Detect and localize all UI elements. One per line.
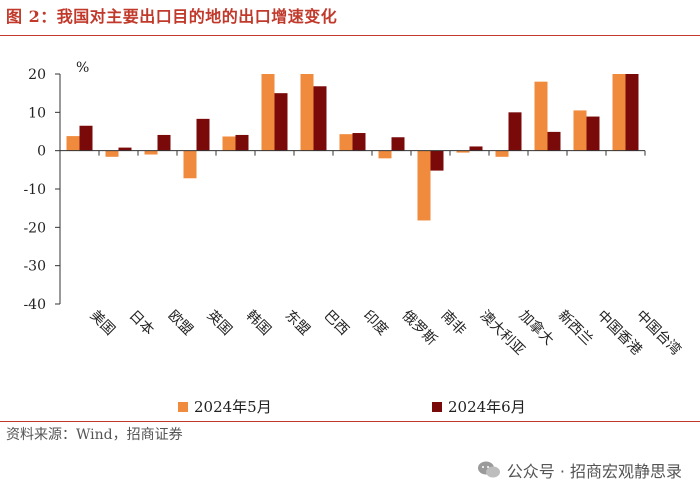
- bar-may-新西兰: [534, 81, 548, 151]
- category-label: 新西兰: [555, 308, 596, 349]
- bar-june-韩国: [235, 134, 249, 151]
- footer-divider: [0, 421, 700, 422]
- bar-june-俄罗斯: [391, 137, 405, 151]
- bar-june-印度: [352, 133, 366, 151]
- legend-label-may: 2024年5月: [194, 398, 272, 416]
- bar-may-巴西: [300, 74, 314, 151]
- y-tick-label: 10: [28, 105, 46, 121]
- y-tick-label: -40: [23, 297, 46, 313]
- bar-may-中国台湾: [612, 74, 626, 151]
- title-divider: [0, 35, 700, 36]
- y-tick-label: -10: [23, 182, 46, 198]
- source-note: 资料来源：Wind，招商证券: [6, 427, 183, 443]
- bar-june-南非: [430, 150, 444, 171]
- category-label: 英国: [204, 307, 236, 339]
- category-label: 欧盟: [165, 308, 196, 339]
- bar-may-英国: [183, 150, 197, 179]
- category-label: 美国: [87, 308, 118, 339]
- bar-chart: 20100-10-20-30-40%美国 日本 欧盟 英国 韩国 东盟 巴西 印度 俄罗斯南非澳…: [23, 60, 684, 358]
- y-tick-label: 0: [37, 144, 46, 160]
- bar-june-澳大利亚: [469, 146, 483, 151]
- bar-may-俄罗斯: [378, 150, 392, 159]
- bar-may-日本: [105, 150, 119, 157]
- y-tick-label: -30: [23, 259, 46, 275]
- chart-title: 图 2：我国对主要出口目的地的出口增速变化: [6, 7, 338, 26]
- category-label: 韩国: [243, 308, 274, 339]
- bar-may-欧盟: [144, 150, 158, 155]
- legend-swatch-june: [432, 401, 442, 412]
- y-tick-label: 20: [28, 67, 46, 83]
- bar-may-南非: [417, 150, 431, 221]
- category-label: 印度: [360, 308, 391, 339]
- bar-may-加拿大: [495, 150, 509, 157]
- bar-may-中国香港: [573, 110, 587, 151]
- bar-june-东盟: [274, 93, 288, 151]
- bar-june-欧盟: [157, 134, 171, 151]
- legend-swatch-may: [178, 401, 188, 412]
- watermark-text: 公众号 · 招商宏观静思录: [506, 462, 682, 481]
- y-tick-label: -20: [23, 220, 46, 236]
- wechat-icon: [477, 461, 500, 478]
- bar-june-美国: [79, 125, 93, 151]
- watermark: 公众号 · 招商宏观静思录: [477, 458, 682, 482]
- bar-june-日本: [118, 147, 132, 151]
- category-label: 巴西: [321, 308, 352, 339]
- bar-june-巴西: [313, 86, 327, 151]
- bar-may-美国: [66, 136, 80, 151]
- bar-may-印度: [339, 134, 353, 151]
- category-label: 东盟: [282, 308, 313, 339]
- bar-may-韩国: [222, 136, 236, 151]
- bar-june-英国: [196, 118, 210, 151]
- bar-june-中国香港: [586, 116, 600, 151]
- bar-june-加拿大: [508, 112, 522, 151]
- bar-june-中国台湾: [625, 74, 639, 151]
- legend-item-may: 2024年5月: [178, 396, 272, 417]
- category-label: 俄罗斯: [399, 308, 440, 349]
- bar-may-东盟: [261, 74, 275, 151]
- legend-item-june: 2024年6月: [432, 396, 526, 417]
- legend-label-june: 2024年6月: [448, 398, 526, 416]
- category-label: 南非: [438, 308, 469, 339]
- bar-may-澳大利亚: [456, 150, 470, 153]
- bar-june-新西兰: [547, 131, 561, 151]
- y-axis-unit: %: [76, 60, 89, 76]
- category-label: 日本: [126, 308, 157, 339]
